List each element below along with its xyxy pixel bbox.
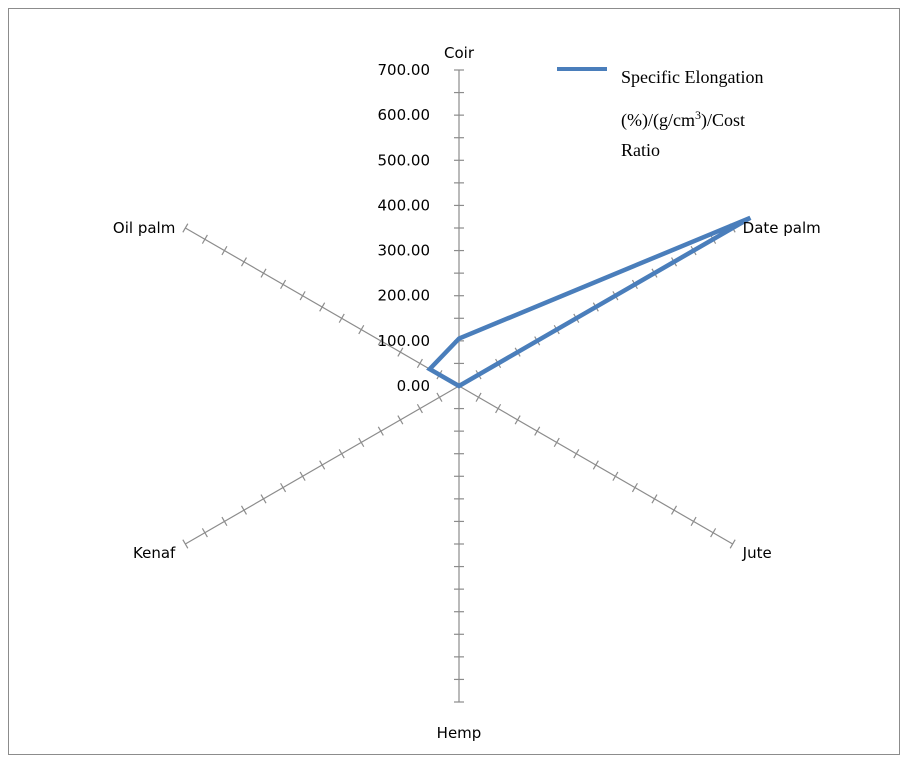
tick-labels-layer: 0.00 100.00 200.00 300.00 400.00 500.00 600.00… <box>378 61 431 395</box>
chart-frame: 0.00 100.00 200.00 300.00 400.00 500.00 600.00… <box>8 8 900 755</box>
radial-tick-label: 200.00 <box>378 287 431 305</box>
radial-tick-label: 300.00 <box>378 242 431 260</box>
axis-tick-mark <box>338 449 345 459</box>
legend-line-1: Specific Elongation <box>621 67 763 87</box>
axis-tick-mark <box>631 482 638 493</box>
axis-tick-mark <box>416 403 423 414</box>
axis-tick-mark <box>397 347 404 357</box>
radial-tick-label: 700.00 <box>378 61 431 79</box>
series-layer <box>426 215 752 389</box>
axis-tick-mark <box>377 336 384 346</box>
axis-tick-mark <box>612 471 619 481</box>
axes-layer <box>182 69 736 703</box>
radial-tick-label: 400.00 <box>378 196 431 214</box>
radial-tick-label: 100.00 <box>378 332 431 350</box>
axis-tick-mark <box>260 268 267 278</box>
axis-tick-mark <box>475 392 482 402</box>
axis-tick-mark <box>299 291 306 301</box>
axis-tick-mark <box>710 528 717 538</box>
axis-tick-mark <box>671 505 678 515</box>
radial-tick-label: 500.00 <box>378 151 431 169</box>
axis-tick-mark <box>514 415 521 425</box>
category-label-coir: Coir <box>444 44 475 62</box>
category-labels-layer: Coir Date palm Jute Hemp Kenaf Oil palm <box>113 44 821 742</box>
axis-tick-mark <box>338 313 345 323</box>
axis-tick-mark <box>436 392 443 402</box>
axis-tick-mark <box>299 471 306 481</box>
axis-tick-mark <box>358 324 365 335</box>
axis-tick-mark <box>221 245 228 256</box>
axis-tick-mark <box>358 437 365 448</box>
radial-tick-label: 600.00 <box>378 106 431 124</box>
axis-tick-mark <box>201 234 208 244</box>
axis-tick-mark <box>573 449 580 459</box>
axis-tick-mark <box>534 426 541 436</box>
radial-tick-label: 0.00 <box>397 377 430 395</box>
axis-tick-mark <box>280 482 287 493</box>
axis-tick-mark <box>319 460 326 470</box>
legend-line-2-pre: (%)/(g/cm <box>621 110 695 131</box>
axis-tick-mark <box>182 539 189 549</box>
category-label-oil-palm: Oil palm <box>113 219 175 237</box>
axis-tick-mark <box>592 460 599 470</box>
axis-tick-mark <box>240 505 247 515</box>
axis-tick-mark <box>729 539 736 549</box>
axis-tick-mark <box>416 358 423 369</box>
axis-tick-mark <box>221 516 228 527</box>
axis-tick-mark <box>182 223 189 233</box>
category-label-kenaf: Kenaf <box>133 544 176 562</box>
legend: Specific Elongation (%)/(g/cm3)/Cost Rat… <box>557 67 763 160</box>
radar-chart: 0.00 100.00 200.00 300.00 400.00 500.00 600.00… <box>113 44 821 742</box>
category-label-date-palm: Date palm <box>743 219 821 237</box>
legend-line-2: (%)/(g/cm3)/Cost <box>621 108 745 131</box>
axis-tick-mark <box>553 437 560 448</box>
axis-tick-mark <box>690 516 697 527</box>
axis-tick-mark <box>260 494 267 504</box>
axis-tick-mark <box>495 403 502 414</box>
category-label-jute: Jute <box>742 544 772 562</box>
axis-tick-mark <box>319 302 326 312</box>
axis-tick-mark <box>280 279 287 290</box>
category-label-hemp: Hemp <box>437 724 482 742</box>
series-line-0 <box>426 215 752 389</box>
axis-tick-mark <box>201 528 208 538</box>
axis-tick-mark <box>397 415 404 425</box>
legend-line-3: Ratio <box>621 140 660 160</box>
axis-tick-mark <box>240 257 247 267</box>
axis-tick-mark <box>377 426 384 436</box>
legend-superscript: 3 <box>695 108 701 122</box>
axis-tick-mark <box>651 494 658 504</box>
legend-line-2-post: )/Cost <box>701 110 745 131</box>
